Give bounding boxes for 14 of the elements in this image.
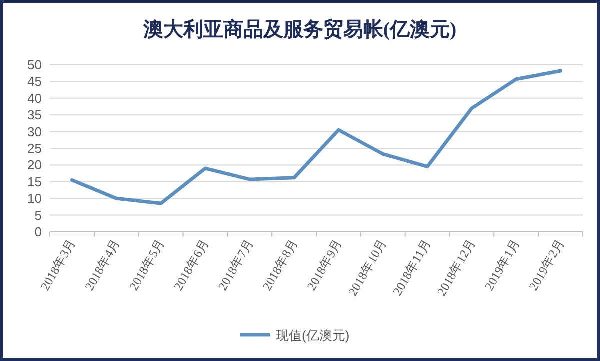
y-tick-label: 15 — [28, 174, 42, 190]
y-tick-label: 30 — [28, 124, 42, 140]
y-tick-label: 35 — [28, 108, 42, 123]
y-tick-label: 45 — [28, 74, 42, 90]
y-tick-label: 20 — [28, 158, 42, 173]
legend-label: 现值(亿澳元) — [276, 328, 350, 343]
y-tick-label: 0 — [34, 224, 42, 240]
line-series — [70, 69, 563, 206]
y-tick-label: 50 — [28, 58, 42, 72]
y-tick-label: 10 — [28, 191, 42, 206]
chart-title: 澳大利亚商品及服务贸易帐(亿澳元) — [142, 18, 457, 41]
y-tick-label: 25 — [28, 141, 42, 156]
y-tick-label: 5 — [34, 208, 42, 223]
y-tick-label: 40 — [28, 90, 42, 106]
